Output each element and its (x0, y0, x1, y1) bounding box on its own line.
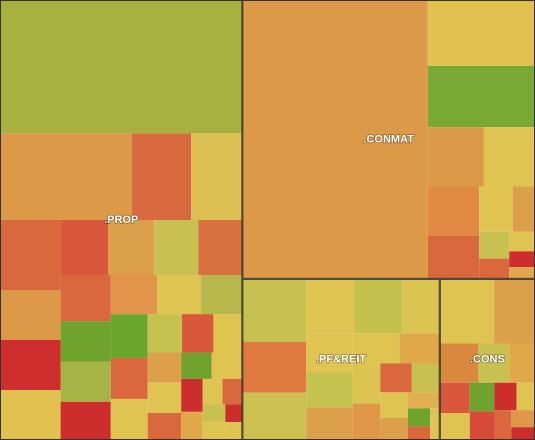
tile (181, 314, 214, 353)
tile (110, 314, 148, 358)
tile (306, 372, 353, 408)
tile (380, 363, 412, 393)
tile (352, 333, 400, 364)
tile (509, 267, 535, 279)
tile (110, 275, 158, 315)
tile (509, 251, 535, 268)
tile (147, 382, 182, 413)
tile (181, 352, 212, 379)
tile (479, 186, 513, 232)
tile (494, 278, 535, 344)
group: .PROP (0, 0, 243, 440)
tile (352, 403, 381, 440)
tile (511, 427, 535, 440)
tile (483, 127, 535, 187)
tile (516, 382, 535, 411)
tile (494, 382, 517, 411)
tile (469, 411, 495, 440)
tile (242, 392, 307, 440)
tile (0, 340, 61, 390)
tile (427, 235, 480, 279)
tile (0, 0, 243, 134)
tile (157, 275, 202, 315)
tile (427, 0, 535, 66)
tile (439, 413, 470, 440)
tile (60, 361, 111, 402)
tile (225, 422, 243, 440)
tile (407, 426, 431, 440)
tile (242, 0, 428, 279)
group: .CONS (439, 278, 535, 440)
tile (222, 378, 243, 405)
tile (242, 278, 307, 343)
tile (202, 378, 223, 405)
tile (147, 412, 182, 440)
tile (110, 398, 148, 440)
tile (354, 278, 403, 334)
tile (352, 363, 381, 404)
tile (60, 275, 111, 322)
tile (469, 382, 495, 412)
tile (411, 363, 440, 393)
tile (478, 343, 510, 383)
tile (509, 231, 535, 252)
tile (479, 231, 510, 259)
tile (430, 408, 440, 440)
tile (509, 343, 535, 383)
tile (380, 392, 408, 419)
tile (213, 314, 243, 353)
tile (306, 278, 355, 334)
tile (154, 220, 199, 275)
tile (147, 352, 182, 383)
tile (439, 382, 470, 414)
tile (242, 342, 307, 393)
group: .PF&REIT (242, 278, 440, 440)
tile (0, 390, 61, 440)
tile (202, 404, 226, 423)
tile (407, 392, 440, 409)
tile (0, 220, 61, 290)
tile (110, 357, 148, 399)
tile (402, 278, 440, 334)
tile (225, 404, 243, 423)
tile (0, 133, 132, 220)
tile (511, 410, 535, 428)
tile (407, 408, 431, 427)
tile (60, 401, 111, 440)
tile (399, 333, 440, 364)
tile (131, 133, 192, 220)
tile (108, 220, 155, 275)
tile (181, 411, 203, 440)
tile (427, 186, 480, 236)
group-label: .CONMAT (363, 133, 414, 145)
tile (60, 220, 109, 275)
tile (181, 378, 203, 412)
tile (0, 290, 61, 340)
group-label: .PROP (104, 214, 138, 226)
tile (494, 410, 512, 440)
tile (198, 220, 243, 275)
tile (439, 343, 479, 383)
group-label: .PF&REIT (316, 353, 366, 365)
tile (191, 133, 243, 220)
tile (306, 333, 353, 373)
tile (60, 321, 111, 362)
tile (427, 65, 535, 128)
tile (439, 278, 495, 344)
tile (479, 258, 510, 279)
tile (512, 186, 535, 232)
tile (147, 314, 182, 353)
tile (201, 275, 243, 315)
group-label: .CONS (470, 353, 505, 365)
group: .CONMAT (242, 0, 535, 279)
tile (202, 422, 226, 440)
tile (306, 407, 353, 440)
tile (427, 127, 484, 187)
tile (380, 418, 408, 440)
tile (211, 352, 243, 379)
